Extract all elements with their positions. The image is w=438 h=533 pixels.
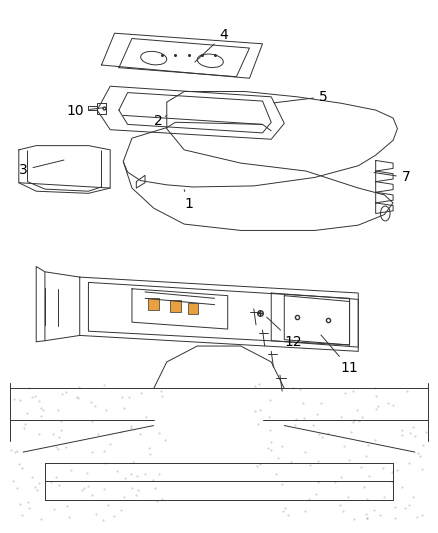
Text: 10: 10	[67, 104, 103, 118]
Text: 12: 12	[267, 317, 302, 349]
Bar	[148, 298, 159, 310]
Bar	[187, 303, 198, 314]
Text: 7: 7	[374, 171, 410, 184]
Text: 11: 11	[321, 335, 358, 375]
Text: 2: 2	[154, 114, 167, 128]
Text: 1: 1	[184, 190, 193, 211]
Text: 4: 4	[195, 28, 228, 62]
Text: 3: 3	[19, 160, 64, 177]
Text: 5: 5	[274, 90, 328, 104]
Bar	[170, 301, 181, 312]
